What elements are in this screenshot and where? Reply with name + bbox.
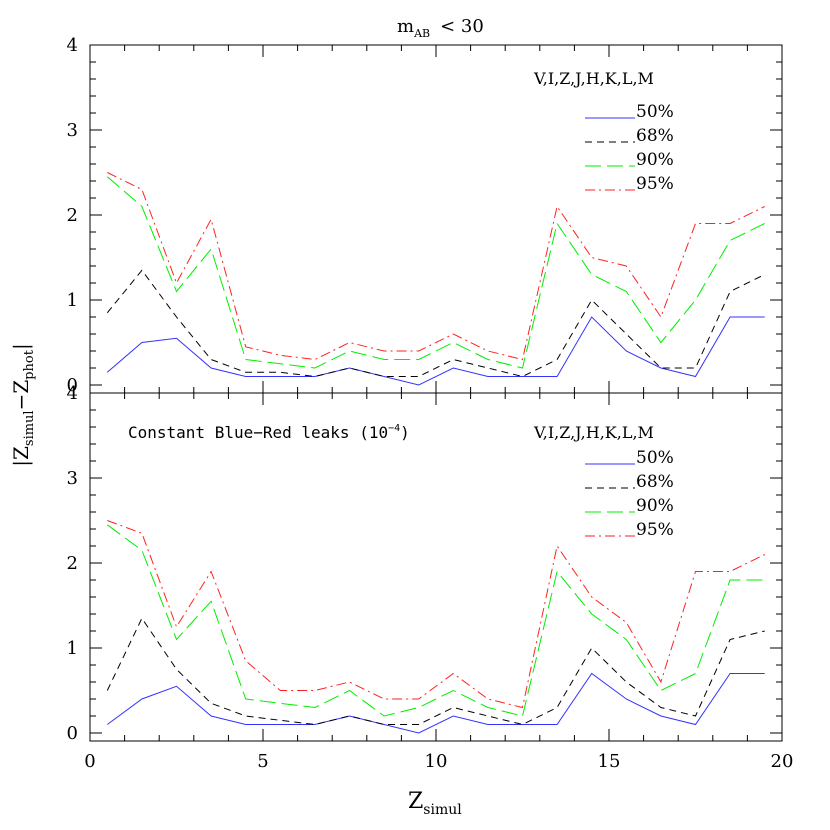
panel-top-frame (89, 44, 783, 394)
panel-top-title-rest: < 30 (440, 16, 484, 37)
x-tick-label: 20 (771, 751, 794, 772)
panel-top-filters: V,I,Z,J,H,K,L,M (533, 69, 654, 88)
y-tick-label: 0 (67, 723, 78, 744)
series-line-68pct (106, 269, 765, 378)
panel-bottom: Constant Blue−Red leaks (10−4) V,I,Z,J,H… (67, 383, 794, 772)
panel-top-series (106, 172, 765, 386)
y-axis-label-main: |Z (9, 446, 34, 467)
series-line-95pct (107, 520, 765, 709)
y-tick-label: 3 (67, 120, 78, 141)
panel-top-legend: 50% 68% 90% 95% (585, 102, 674, 194)
y-tick-label: 0 (67, 375, 78, 396)
y-tick-label: 1 (67, 638, 78, 659)
panel-bottom-annotation-sup: −4 (388, 423, 400, 434)
series-line-90pct (107, 524, 765, 717)
y-axis-label: |Zsimul−Zphot| (9, 343, 37, 466)
x-tick-label: 5 (257, 751, 268, 772)
series-line-68pct (106, 617, 765, 726)
x-tick-label: 10 (425, 751, 448, 772)
y-tick-label: 2 (67, 553, 78, 574)
panel-bottom-filters: V,I,Z,J,H,K,L,M (533, 423, 654, 442)
panel-top-title: mAB < 30 (397, 16, 484, 40)
panel-top-ticks: 0 1 2 3 4 (67, 35, 783, 396)
y-axis-label-sub1: simul (22, 410, 37, 446)
panel-bottom-series (106, 520, 765, 734)
legend-label: 50% (636, 448, 674, 468)
panel-bottom-annotation-end: ) (400, 423, 410, 442)
panel-bottom-frame (89, 392, 783, 742)
panel-bottom-ticks: 0 1 2 3 4 0 5 10 15 20 (67, 383, 794, 772)
legend-label: 95% (636, 520, 674, 540)
y-tick-label: 4 (67, 35, 78, 56)
x-tick-label: 0 (84, 751, 95, 772)
y-axis-label-sub2: phot (22, 349, 37, 380)
legend-label: 95% (636, 174, 674, 194)
x-tick-label: 15 (598, 751, 621, 772)
panel-top: mAB < 30 V,I,Z,J,H,K,L,M 0 1 2 3 4 50% 68% 90% 9… (67, 16, 783, 396)
legend-label: 68% (636, 472, 674, 492)
y-tick-label: 1 (67, 290, 78, 311)
y-tick-label: 3 (67, 468, 78, 489)
panel-top-title-main: m (397, 16, 414, 37)
legend-label: 50% (636, 102, 674, 122)
x-axis-label-main: Z (408, 789, 423, 814)
series-line-50pct (107, 672, 765, 734)
series-line-50pct (106, 316, 765, 386)
y-tick-label: 4 (67, 383, 78, 404)
panel-bottom-annotation: Constant Blue−Red leaks (10−4) (128, 423, 410, 442)
x-axis-label-sub: simul (423, 802, 462, 818)
y-tick-label: 2 (67, 205, 78, 226)
legend-label: 90% (636, 150, 674, 170)
y-axis-label-mid: −Z (9, 380, 33, 411)
legend-label: 68% (636, 126, 674, 146)
x-axis-label: Zsimul (408, 789, 462, 818)
legend-label: 90% (636, 496, 674, 516)
panel-bottom-annotation-text: Constant Blue−Red leaks (10 (128, 423, 388, 442)
series-line-90pct (106, 176, 765, 369)
panel-bottom-legend: 50% 68% 90% 95% (585, 448, 674, 540)
series-line-95pct (107, 172, 765, 361)
panel-top-title-sub: AB (413, 27, 430, 40)
y-axis-label-end: | (9, 343, 34, 350)
